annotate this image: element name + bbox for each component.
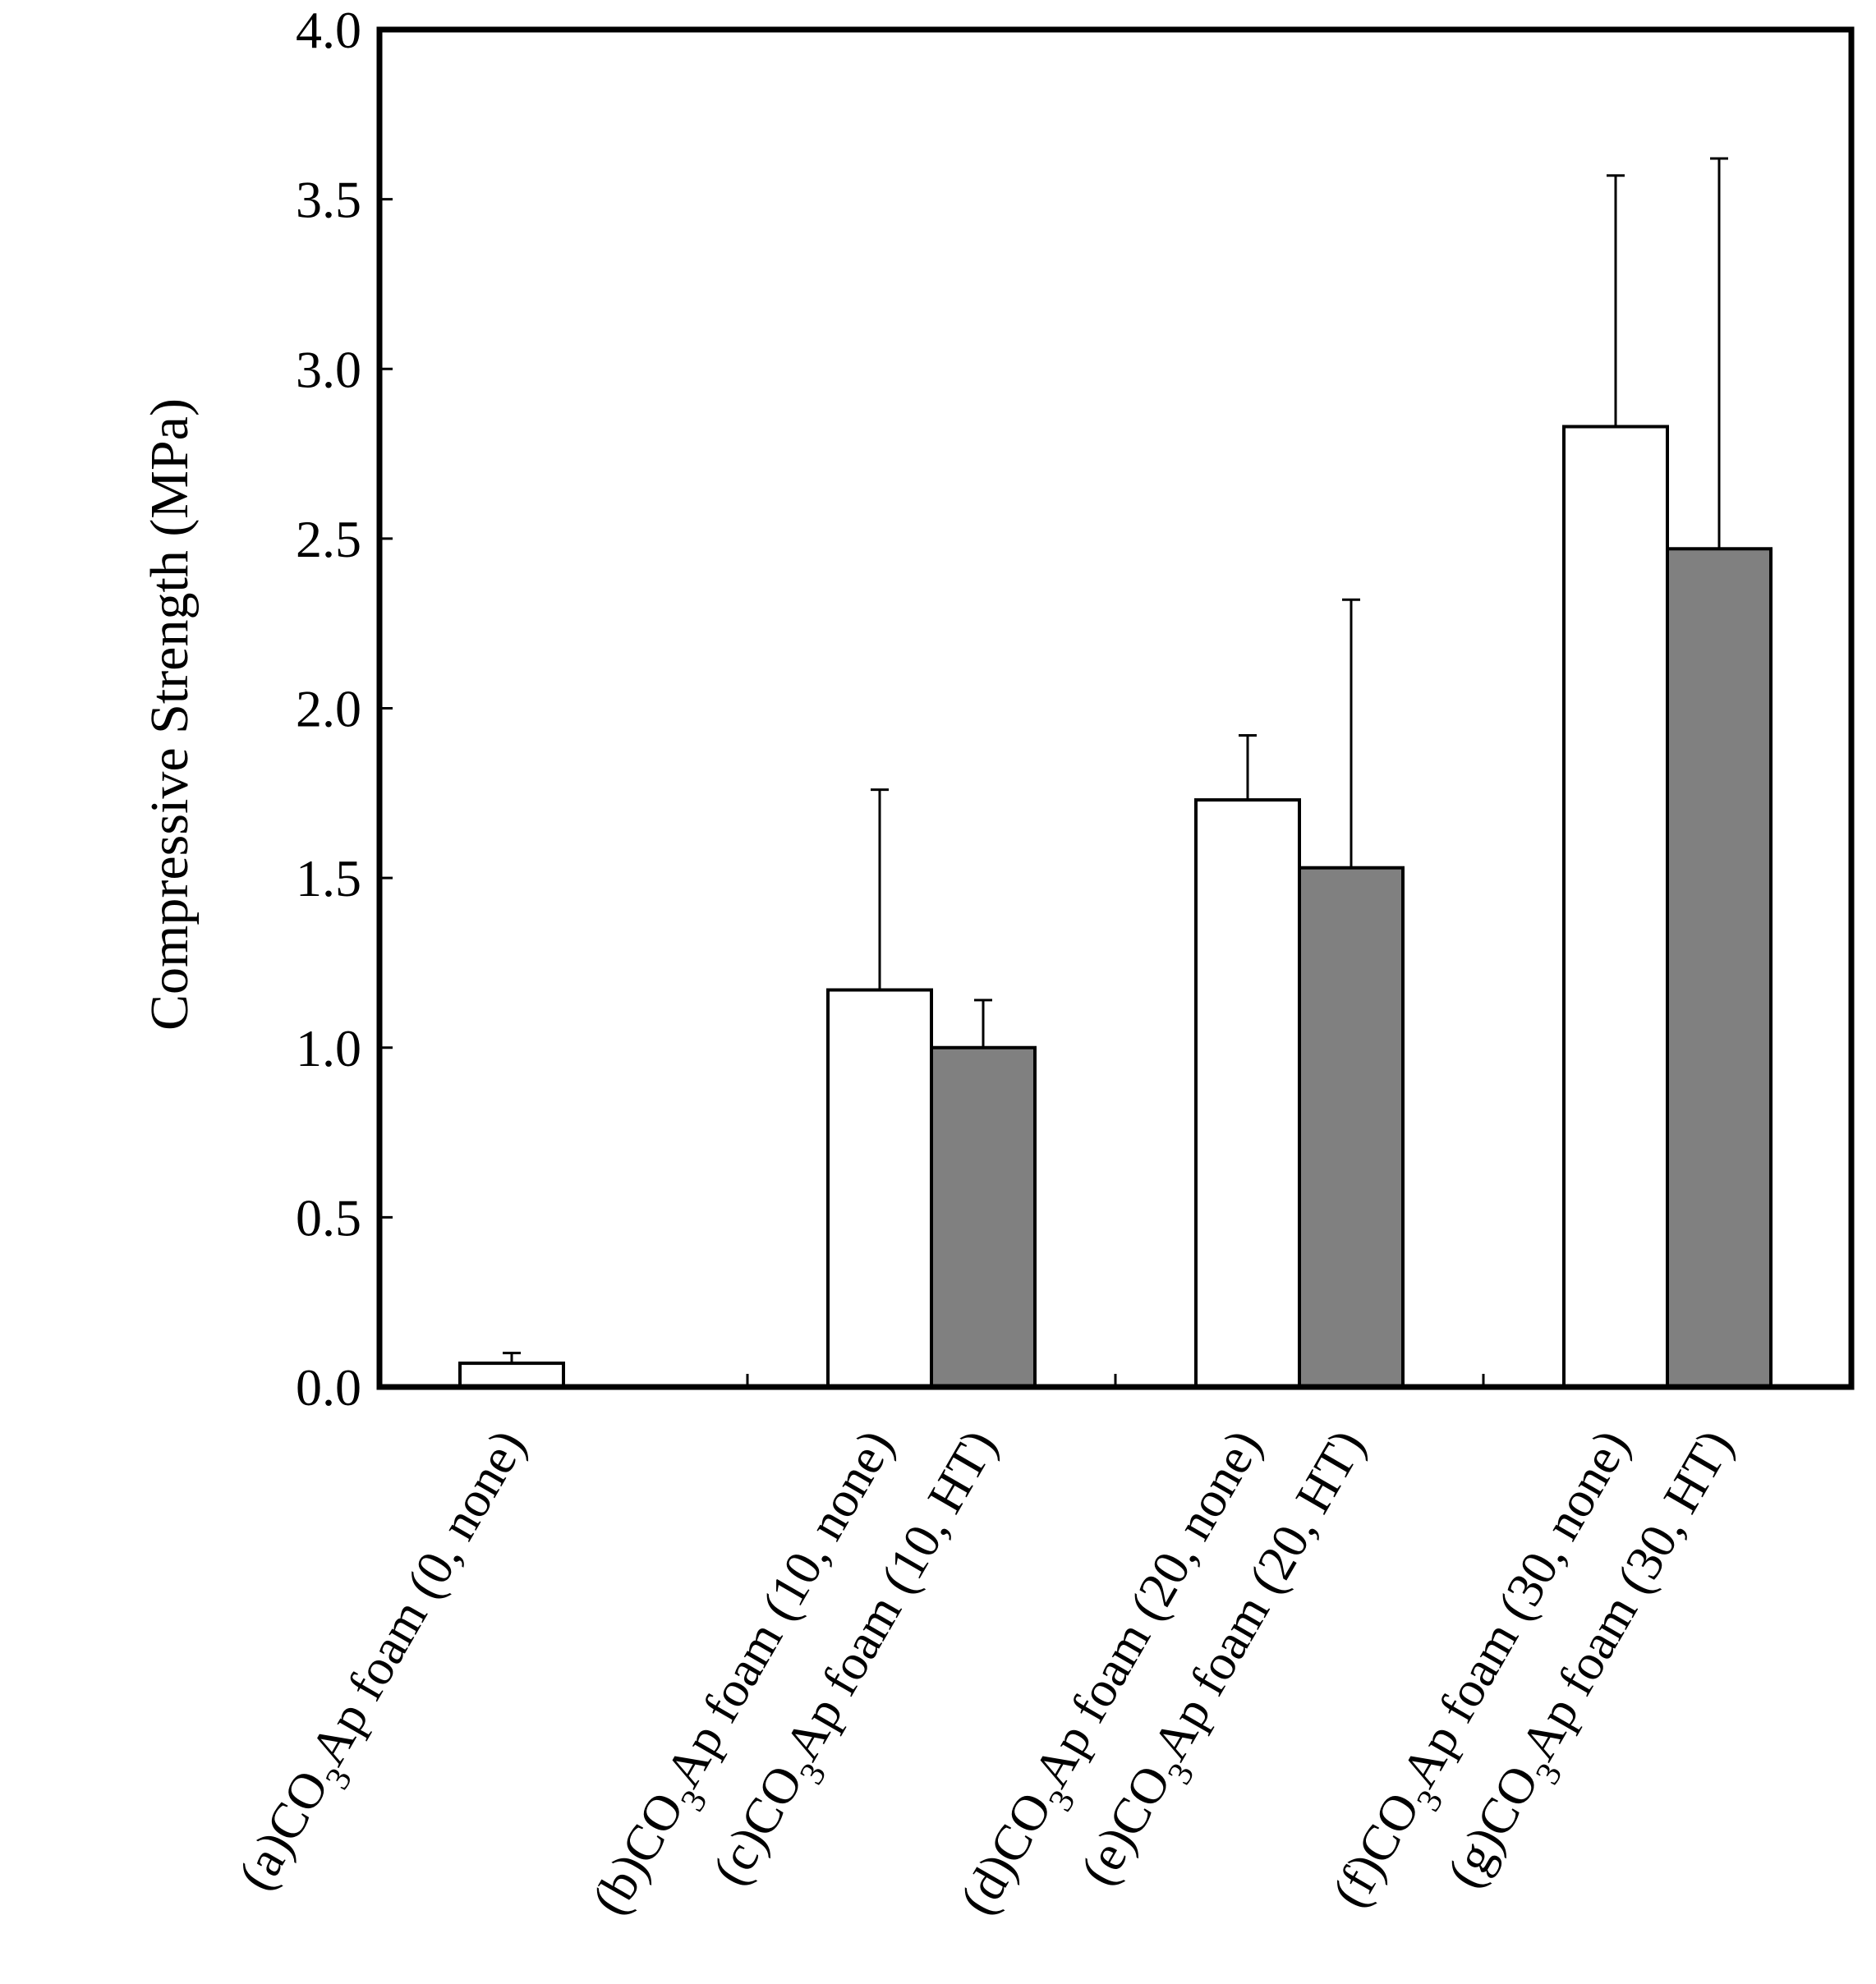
- y-tick-label: 2.5: [296, 510, 361, 568]
- y-tick-label: 3.0: [296, 340, 361, 398]
- category-label-prefix: (g)CO: [1437, 1757, 1550, 1897]
- y-tick-label: 0.0: [296, 1358, 361, 1417]
- bar-e: [1298, 866, 1405, 1389]
- category-label-suffix: Ap foam (0, none): [300, 1421, 536, 1775]
- bar-c: [930, 1045, 1037, 1389]
- y-ticks-layer: 0.0 0.5 1.0 1.5 2.0 2.5 3.0 3.5 4.0: [296, 1, 393, 1417]
- y-axis-title: Compressive Strength (MPa): [140, 398, 200, 1031]
- y-tick-label: 1.5: [296, 849, 361, 907]
- bar-f: [1562, 425, 1669, 1389]
- category-label-prefix: (b)CO: [582, 1784, 695, 1924]
- category-label-prefix: (f)CO: [1322, 1784, 1431, 1917]
- bars-layer: [458, 425, 1773, 1389]
- bar-g: [1666, 547, 1773, 1389]
- bar-d: [1194, 798, 1301, 1389]
- category-label-prefix: (e)CO: [1070, 1757, 1182, 1894]
- y-tick-label: 1.0: [296, 1019, 361, 1077]
- y-tick-label: 3.5: [296, 171, 361, 229]
- y-tick-label: 0.5: [296, 1188, 361, 1247]
- y-tick-label: 2.0: [296, 680, 361, 738]
- bar-a: [458, 1362, 565, 1389]
- category-label-prefix: (d)CO: [949, 1784, 1063, 1924]
- category-label-prefix: (c)CO: [702, 1757, 814, 1894]
- category-label-prefix: (a)CO: [228, 1761, 339, 1899]
- category-label-a: (a)CO3Ap foam (0, none): [228, 1421, 548, 1906]
- x-labels-layer: (a)CO3Ap foam (0, none)(b)CO3Ap foam (10…: [228, 1421, 1744, 1924]
- error-bars-layer: [503, 157, 1728, 1364]
- y-tick-label: 4.0: [296, 1, 361, 59]
- bar-b: [826, 988, 933, 1389]
